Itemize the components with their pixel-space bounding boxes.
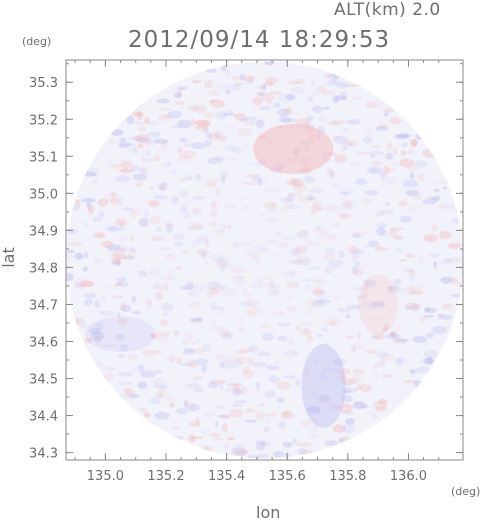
x-tick-label: 135.6 (269, 469, 306, 484)
axis-ticks: 135.0 135.2 135.4 135.6 135.8 136.0 34.3 34.4 34… (29, 60, 463, 484)
speckle-layer (66, 61, 463, 459)
altitude-label: ALT(km) 2.0 (334, 0, 441, 20)
radar-field (66, 61, 463, 459)
y-tick-label: 34.7 (29, 298, 58, 313)
x-tick-label: 135.4 (208, 469, 245, 484)
y-tick-label: 34.9 (29, 224, 58, 239)
x-tick-label: 135.0 (87, 469, 124, 484)
y-tick-label: 34.6 (29, 335, 58, 350)
timestamp: 2012/09/14 18:29:53 (128, 27, 391, 53)
plot-frame (65, 59, 464, 461)
y-tick-label: 35.1 (29, 150, 58, 165)
y-tick-label: 34.4 (29, 410, 58, 425)
x-tick-label: 135.8 (329, 469, 366, 484)
x-tick-label: 135.2 (147, 469, 184, 484)
y-tick-label: 34.3 (29, 447, 58, 462)
y-tick-label: 35.0 (29, 187, 58, 202)
y-axis-unit: (deg) (22, 35, 52, 48)
x-tick-label: 136.0 (390, 469, 427, 484)
y-tick-label: 35.3 (29, 76, 58, 91)
radar-disk (66, 61, 463, 459)
x-axis-label: lon (256, 503, 281, 522)
y-tick-label: 35.2 (29, 113, 58, 128)
y-tick-label: 34.8 (29, 261, 58, 276)
y-tick-label: 34.5 (29, 373, 58, 388)
x-axis-unit: (deg) (451, 485, 481, 498)
